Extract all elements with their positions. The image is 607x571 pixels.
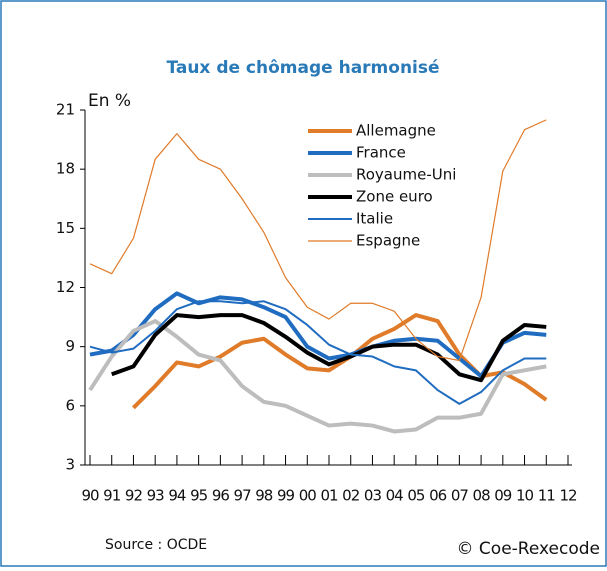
x-tick-label: 94 bbox=[168, 487, 186, 505]
x-tick-label: 97 bbox=[234, 487, 252, 505]
y-axis-label: En % bbox=[88, 91, 131, 111]
x-tick-label: 04 bbox=[386, 487, 404, 505]
credit: © Coe-Rexecode bbox=[457, 539, 600, 559]
series-line bbox=[111, 313, 547, 383]
x-tick-label: 00 bbox=[299, 487, 317, 505]
legend-label: Allemagne bbox=[356, 122, 436, 140]
x-tick-label: 90 bbox=[81, 487, 99, 505]
legend-label: Espagne bbox=[356, 232, 420, 250]
x-tick-label: 93 bbox=[147, 487, 165, 505]
x-tick-label: 98 bbox=[255, 487, 273, 505]
legend-label: Italie bbox=[356, 210, 393, 228]
x-tick-label: 10 bbox=[516, 487, 534, 505]
x-tick-label: 09 bbox=[494, 487, 512, 505]
x-tick-label: 12 bbox=[559, 487, 577, 505]
series-line bbox=[89, 119, 547, 362]
x-tick-label: 99 bbox=[277, 487, 295, 505]
chart-title: Taux de chômage harmonisé bbox=[166, 58, 439, 78]
x-tick-label: 08 bbox=[473, 487, 491, 505]
x-tick-label: 06 bbox=[429, 487, 447, 505]
y-tick-label: 9 bbox=[65, 337, 75, 355]
y-tick-label: 6 bbox=[65, 396, 75, 414]
series-line bbox=[89, 300, 547, 405]
x-tick-label: 07 bbox=[451, 487, 469, 505]
legend-label: Royaume-Uni bbox=[356, 166, 456, 184]
x-tick-label: 02 bbox=[342, 487, 360, 505]
x-tick-label: 95 bbox=[190, 487, 208, 505]
y-tick-label: 21 bbox=[56, 101, 75, 119]
x-tick-label: 92 bbox=[125, 487, 143, 505]
series-line bbox=[89, 291, 547, 379]
y-tick-label: 3 bbox=[65, 456, 75, 474]
x-tick-label: 03 bbox=[364, 487, 382, 505]
legend-label: France bbox=[356, 144, 406, 162]
legend-label: Zone euro bbox=[356, 188, 433, 206]
source: Source : OCDE bbox=[105, 537, 207, 553]
series-line bbox=[88, 319, 547, 434]
x-tick-label: 91 bbox=[103, 487, 121, 505]
x-tick-label: 96 bbox=[212, 487, 230, 505]
y-tick-label: 15 bbox=[56, 219, 75, 237]
x-tick-label: 11 bbox=[538, 487, 556, 505]
x-tick-label: 05 bbox=[407, 487, 425, 505]
y-tick-label: 18 bbox=[56, 160, 75, 178]
y-tick-label: 12 bbox=[56, 278, 75, 296]
x-tick-label: 01 bbox=[320, 487, 338, 505]
